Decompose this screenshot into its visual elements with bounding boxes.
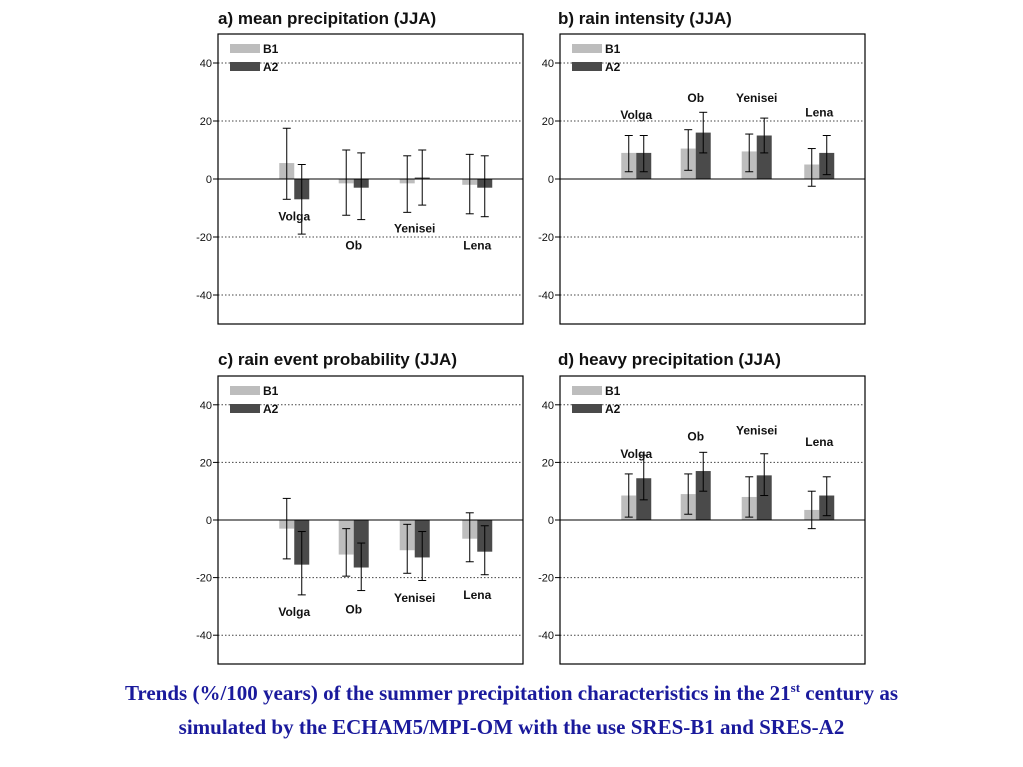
y-tick-label: 0 xyxy=(548,515,554,527)
chart-panel-4: d) heavy precipitation (JJA) 40 20 0 -20 -40 V… xyxy=(538,350,866,665)
region-label-ob: Ob xyxy=(687,91,704,105)
region-label-lena: Lena xyxy=(805,435,833,449)
y-tick-label: 20 xyxy=(542,457,554,469)
chart-panel-3: c) rain event probability (JJA) 40 20 0 -20 -… xyxy=(196,350,524,665)
region-label-yenisei: Yenisei xyxy=(736,424,777,438)
caption-superscript: st xyxy=(790,680,801,695)
legend-label-a2: A2 xyxy=(263,402,279,416)
legend-label-b1: B1 xyxy=(605,384,621,398)
y-tick-label: -40 xyxy=(538,630,554,642)
y-tick-label: 40 xyxy=(200,58,212,70)
y-tick-label: -40 xyxy=(538,290,554,302)
y-tick-label: -20 xyxy=(196,232,212,244)
bar-a2-ob xyxy=(695,471,711,520)
y-tick-label: -40 xyxy=(196,290,212,302)
y-tick-label: -20 xyxy=(538,573,554,585)
legend-label-b1: B1 xyxy=(605,42,621,56)
legend-swatch-b1 xyxy=(230,44,260,53)
legend-swatch-a2 xyxy=(572,404,602,413)
chart-figure: a) mean precipitation (JJA) 40 20 0 -20 -40 Vo… xyxy=(196,9,866,665)
plot-frame xyxy=(559,375,866,665)
chart-title: b) rain intensity (JJA) xyxy=(558,9,732,28)
y-tick-label: 0 xyxy=(548,174,554,186)
chart-panel-2: b) rain intensity (JJA) 40 20 0 -20 -40 Volga O… xyxy=(538,9,866,325)
region-label-yenisei: Yenisei xyxy=(394,591,435,605)
y-tick-label: 0 xyxy=(206,174,212,186)
y-tick-label: -20 xyxy=(538,232,554,244)
plot-frame xyxy=(559,33,866,325)
y-tick-label: 40 xyxy=(542,58,554,70)
y-tick-label: -20 xyxy=(196,573,212,585)
legend-label-a2: A2 xyxy=(263,60,279,74)
region-label-yenisei: Yenisei xyxy=(394,221,435,235)
region-label-volga: Volga xyxy=(278,605,310,619)
chart-title: a) mean precipitation (JJA) xyxy=(218,9,436,28)
caption-line-1: Trends (%/100 years) of the summer preci… xyxy=(0,676,1023,710)
y-tick-label: 0 xyxy=(206,515,212,527)
bar-a2-yenisei xyxy=(756,135,772,179)
legend-label-b1: B1 xyxy=(263,384,279,398)
region-label-ob: Ob xyxy=(687,429,704,443)
y-tick-label: 20 xyxy=(200,116,212,128)
region-label-lena: Lena xyxy=(463,588,491,602)
region-label-volga: Volga xyxy=(620,447,652,461)
plot-frame xyxy=(217,375,524,665)
caption-text-1: Trends (%/100 years) of the summer preci… xyxy=(124,681,791,705)
figure: a) mean precipitation (JJA) 40 20 0 -20 -40 Vo… xyxy=(196,9,866,665)
legend-swatch-b1 xyxy=(230,386,260,395)
region-label-lena: Lena xyxy=(805,105,833,119)
chart-panel-1: a) mean precipitation (JJA) 40 20 0 -20 -40 Vo… xyxy=(196,9,524,325)
chart-title: d) heavy precipitation (JJA) xyxy=(558,350,781,369)
legend-swatch-b1 xyxy=(572,44,602,53)
legend-swatch-a2 xyxy=(572,62,602,71)
region-label-ob: Ob xyxy=(345,239,362,253)
bar-a2-ob xyxy=(695,132,711,179)
legend-swatch-b1 xyxy=(572,386,602,395)
y-tick-label: 40 xyxy=(542,400,554,412)
region-label-yenisei: Yenisei xyxy=(736,91,777,105)
region-label-lena: Lena xyxy=(463,239,491,253)
y-tick-label: -40 xyxy=(196,630,212,642)
legend-swatch-a2 xyxy=(230,404,260,413)
caption-text-2: century as xyxy=(800,681,899,705)
legend-swatch-a2 xyxy=(230,62,260,71)
region-label-ob: Ob xyxy=(345,602,362,616)
chart-title: c) rain event probability (JJA) xyxy=(218,350,457,369)
legend-label-a2: A2 xyxy=(605,402,621,416)
legend-label-b1: B1 xyxy=(263,42,279,56)
bar-a2-yenisei xyxy=(756,475,772,520)
legend-label-a2: A2 xyxy=(605,60,621,74)
y-tick-label: 40 xyxy=(200,400,212,412)
caption-line-2: simulated by the ECHAM5/MPI-OM with the … xyxy=(178,715,845,739)
y-tick-label: 20 xyxy=(200,457,212,469)
y-tick-label: 20 xyxy=(542,116,554,128)
plot-frame xyxy=(217,33,524,325)
region-label-volga: Volga xyxy=(620,108,652,122)
region-label-volga: Volga xyxy=(278,210,310,224)
figure-caption: Trends (%/100 years) of the summer preci… xyxy=(0,676,1023,744)
